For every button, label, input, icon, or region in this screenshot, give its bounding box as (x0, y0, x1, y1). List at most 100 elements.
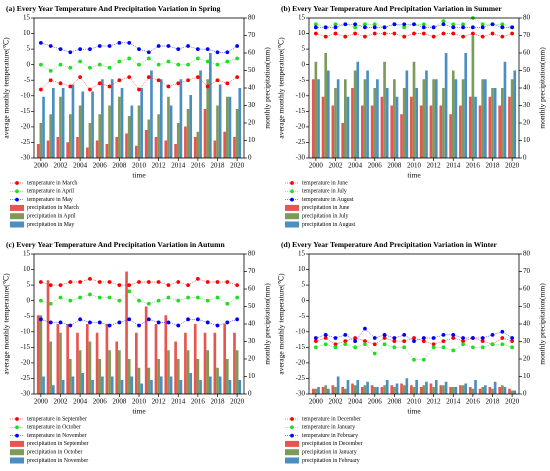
precip-bar (127, 359, 131, 394)
y-tick-label: -25 (21, 374, 31, 382)
precip-bar (336, 79, 340, 158)
x-axis-label: time (407, 171, 421, 180)
precip-bar (216, 367, 219, 394)
temp-point (480, 25, 485, 30)
precip-bar (451, 387, 455, 394)
precip-bar (125, 271, 128, 394)
x-tick-label: 2010 (132, 162, 147, 170)
x-tick-label: 2008 (112, 398, 127, 406)
x-tick-label: 2020 (230, 162, 245, 170)
x-tick-label: 2012 (427, 398, 442, 406)
panel-title: (a) Every Year Temperature And Precipita… (6, 4, 221, 13)
precip-bar (478, 388, 482, 394)
y2-tick-label: 30 (248, 101, 256, 109)
y2-axis-label: monthly precipitation(mm) (538, 283, 547, 365)
temp-point (97, 44, 102, 48)
temp-point (156, 62, 161, 67)
plot-frame (308, 253, 520, 395)
y2-tick-label: 50 (523, 302, 531, 310)
precip-bar (370, 385, 374, 394)
temp-point (470, 31, 475, 36)
precip-bar (449, 387, 452, 394)
x-tick-label: 2000 (309, 162, 324, 170)
legend-label: precipitation in September (27, 441, 89, 447)
temp-point (382, 342, 387, 347)
temp-point (343, 339, 348, 344)
temp-point (107, 323, 112, 328)
legend-swatch (10, 204, 24, 211)
legend-label: temperature in June (302, 180, 348, 186)
precip-bar (169, 105, 173, 158)
temp-point (225, 280, 230, 284)
precip-bar (199, 380, 202, 394)
temp-point (461, 22, 465, 27)
temp-point (372, 336, 377, 340)
temp-point (392, 345, 397, 350)
precip-bar (203, 109, 207, 158)
temp-point (323, 25, 328, 30)
precip-bar (61, 380, 65, 394)
temp-point (225, 50, 230, 55)
y2-tick-label: 50 (523, 66, 531, 74)
precip-bar (157, 359, 160, 394)
precip-bar (402, 385, 406, 394)
precip-bar (68, 359, 72, 394)
precip-bar (439, 105, 443, 158)
temp-point (117, 298, 122, 303)
precip-bar (336, 376, 340, 394)
x-tick-label: 2006 (93, 398, 108, 406)
precip-bar (400, 114, 403, 158)
y2-tick-label: 20 (523, 355, 531, 363)
y2-tick-label: 0 (523, 154, 527, 162)
precip-bar (176, 123, 180, 158)
precip-bar (216, 105, 219, 158)
precip-bar (68, 114, 72, 158)
precip-bar (91, 380, 94, 394)
temp-point (392, 339, 397, 344)
x-tick-label: 2014 (171, 398, 186, 406)
precip-bar (380, 96, 384, 158)
temp-point (215, 62, 220, 67)
temp-point (353, 25, 358, 30)
temp-point (490, 31, 495, 36)
x-tick-label: 2018 (211, 398, 226, 406)
temp-point (166, 283, 171, 288)
legend-label: temperature in April (27, 189, 74, 195)
temp-point (323, 332, 328, 337)
temp-point (137, 280, 141, 284)
temp-point (48, 78, 53, 83)
precip-bar (98, 359, 102, 394)
temp-point (38, 298, 43, 303)
precip-bar (383, 61, 386, 158)
y2-tick-label: 10 (523, 372, 531, 380)
precip-bar (334, 387, 337, 394)
y2-tick-label: 80 (523, 250, 531, 258)
temp-point (392, 22, 397, 27)
temp-point (186, 62, 190, 67)
precip-bar (137, 367, 141, 394)
precip-bar (474, 96, 477, 158)
temp-point (500, 342, 505, 347)
temp-point (195, 47, 200, 52)
legend-swatch (10, 440, 24, 447)
precip-bar (373, 387, 377, 394)
x-tick-label: 2018 (486, 162, 501, 170)
legend-marker (290, 181, 294, 185)
temp-point (117, 40, 122, 45)
precip-bar (238, 380, 242, 394)
legend-swatch (285, 457, 299, 464)
temp-point (353, 339, 358, 344)
legend-marker (290, 425, 294, 430)
temp-point (205, 84, 210, 89)
legend-marker (15, 425, 19, 430)
precip-bar (468, 96, 472, 158)
temp-point (225, 320, 230, 325)
temp-point (88, 320, 92, 325)
precip-bar (52, 88, 55, 158)
temp-point (402, 332, 407, 337)
precip-bar (144, 306, 148, 394)
temp-point (68, 84, 73, 89)
x-tick-label: 2002 (328, 162, 343, 170)
precip-bar (164, 315, 168, 394)
temp-point (205, 280, 210, 284)
